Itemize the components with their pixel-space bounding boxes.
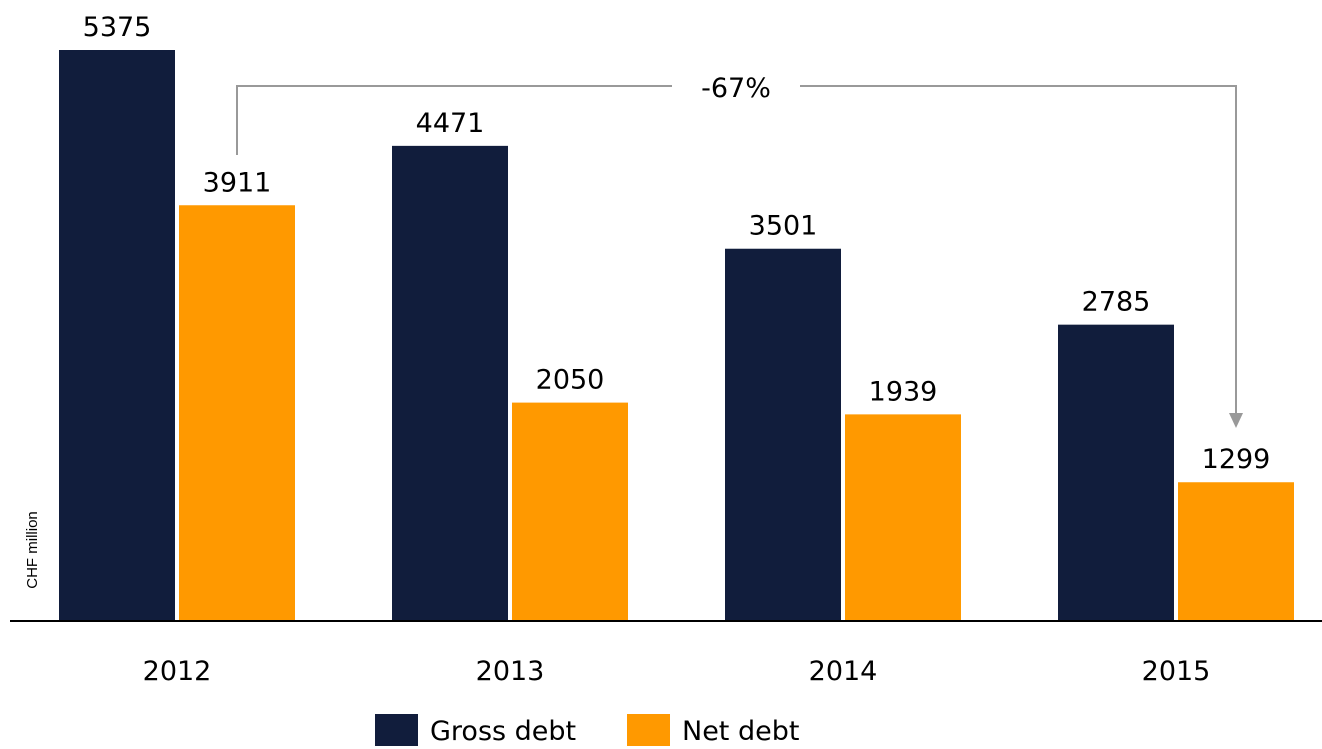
bar (845, 414, 961, 620)
x-tick-label: 2013 (476, 656, 545, 687)
x-tick-label: 2012 (143, 656, 212, 687)
bracket-left (236, 85, 672, 155)
value-label: 2050 (536, 365, 605, 396)
bar (512, 402, 628, 620)
bar (1178, 482, 1294, 620)
value-label: 1939 (869, 376, 938, 407)
value-label: 5375 (83, 12, 152, 43)
bar (725, 248, 841, 621)
annotation-bracket (236, 85, 1243, 428)
legend-label: Net debt (682, 716, 799, 747)
bar (59, 50, 175, 620)
legend-label: Gross debt (430, 716, 576, 747)
arrow-head (1229, 413, 1243, 428)
value-label: 3911 (203, 167, 272, 198)
x-tick-label: 2014 (809, 656, 878, 687)
annotation: -67% (701, 73, 771, 104)
y-axis-label: CHF million (24, 511, 41, 589)
value-label: 4471 (416, 108, 485, 139)
bar (392, 145, 508, 621)
legend-swatch (375, 714, 418, 746)
bar (1058, 324, 1174, 620)
value-label: 3501 (749, 211, 818, 242)
value-label: 2785 (1082, 287, 1151, 318)
bracket-right (800, 85, 1237, 415)
legend-swatch (627, 714, 670, 746)
bar (179, 205, 295, 621)
x-tick-label: 2015 (1142, 656, 1211, 687)
value-label: 1299 (1202, 444, 1271, 475)
